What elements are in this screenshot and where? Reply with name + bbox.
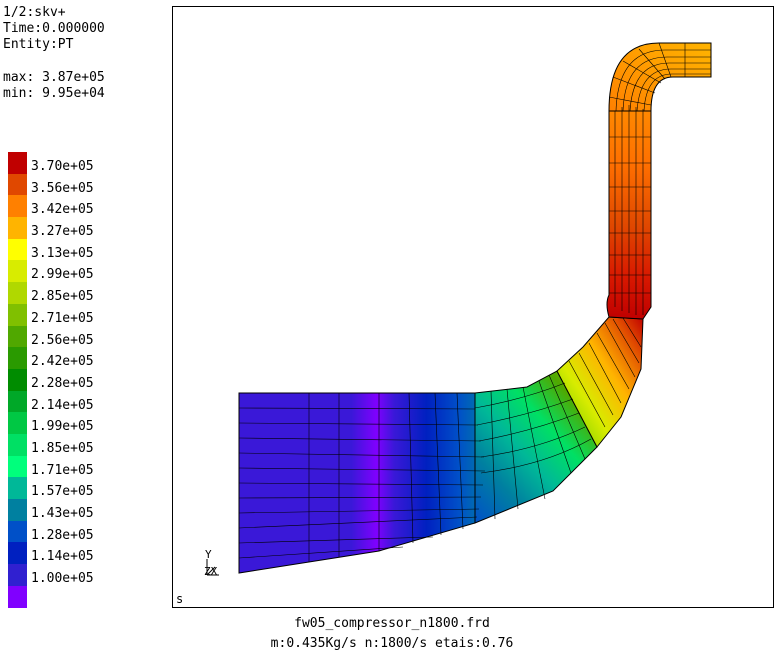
legend-row: 3.56e+05 (8, 173, 138, 196)
legend-value: 2.85e+05 (31, 289, 94, 305)
legend-swatch (8, 260, 27, 283)
min-label: min: 9.95e+04 (3, 86, 105, 101)
axis-triad (206, 559, 219, 576)
legend-swatch (8, 325, 27, 348)
legend-swatch (8, 455, 27, 478)
legend-swatch (8, 520, 27, 543)
viewport-corner-label: s (176, 592, 184, 606)
legend-swatch (8, 433, 27, 456)
elbow-region (608, 42, 712, 112)
legend-swatch (8, 217, 27, 240)
legend-value: 1.99e+05 (31, 419, 94, 435)
legend-swatch (8, 347, 27, 370)
legend-row: 3.27e+05 (8, 217, 138, 240)
legend-swatch (8, 282, 27, 305)
legend-value: 2.99e+05 (31, 267, 94, 283)
legend-value: 2.28e+05 (31, 375, 94, 391)
legend-row: 2.85e+05 (8, 282, 138, 305)
mesh-lines (238, 42, 711, 562)
legend-swatch (8, 477, 27, 500)
legend-row: 1.14e+05 (8, 542, 138, 565)
legend-swatch (8, 542, 27, 565)
legend-row (8, 585, 138, 608)
legend-swatch (8, 390, 27, 413)
legend-swatch (8, 585, 27, 608)
legend-row: 2.14e+05 (8, 390, 138, 413)
legend-value: 3.42e+05 (31, 202, 94, 218)
legend-value: 1.14e+05 (31, 549, 94, 565)
legend-swatch (8, 195, 27, 218)
legend-value: 3.27e+05 (31, 224, 94, 240)
legend-value: 2.42e+05 (31, 354, 94, 370)
bend-region (556, 316, 644, 448)
legend-swatch (8, 238, 27, 261)
legend-row: 1.57e+05 (8, 477, 138, 500)
legend-value: 2.71e+05 (31, 310, 94, 326)
max-label: max: 3.87e+05 (3, 70, 105, 85)
legend-swatch (8, 499, 27, 521)
footer-info-label: m:0.435Kg/s n:1800/s etais:0.76 (270, 636, 514, 651)
legend-row: 3.70e+05 (8, 152, 138, 174)
legend-value: 1.71e+05 (31, 462, 94, 478)
legend-swatch (8, 412, 27, 435)
legend-row: 2.42e+05 (8, 347, 138, 370)
legend-value: 2.56e+05 (31, 332, 94, 348)
legend-value: 1.57e+05 (31, 484, 94, 500)
footer-file-label: fw05_compressor_n1800.frd (294, 616, 490, 631)
entity-label: Entity:PT (3, 37, 74, 52)
model-viewport[interactable]: Y ZX s (172, 6, 774, 608)
time-label: Time:0.000000 (3, 21, 105, 36)
legend-value: 3.13e+05 (31, 245, 94, 261)
legend-swatch (8, 173, 27, 196)
legend-swatch (8, 368, 27, 391)
legend-row: 3.13e+05 (8, 238, 138, 261)
legend-value: 2.14e+05 (31, 397, 94, 413)
legend-row: 3.42e+05 (8, 195, 138, 218)
mesh-plot[interactable] (173, 7, 775, 609)
legend-value: 1.85e+05 (31, 440, 94, 456)
legend-row: 2.99e+05 (8, 260, 138, 283)
legend-row: 2.56e+05 (8, 325, 138, 348)
inlet-region (238, 392, 490, 574)
legend-row: 1.43e+05 (8, 499, 138, 521)
legend-row: 1.00e+05 (8, 564, 138, 587)
color-legend: 3.70e+05 3.56e+05 3.42e+05 3.27e+05 3.13e+05… (8, 152, 138, 608)
legend-value: 1.28e+05 (31, 527, 94, 543)
legend-row: 1.71e+05 (8, 455, 138, 478)
dataset-label: 1/2:skv+ (3, 5, 66, 20)
legend-row: 2.28e+05 (8, 368, 138, 391)
legend-row: 1.99e+05 (8, 412, 138, 435)
legend-swatch (8, 303, 27, 326)
legend-row: 1.28e+05 (8, 520, 138, 543)
axis-zx-label: ZX (204, 565, 218, 578)
legend-value: 1.00e+05 (31, 571, 94, 587)
legend-value: 3.70e+05 (31, 159, 94, 174)
legend-row: 2.71e+05 (8, 303, 138, 326)
axis-y-label: Y (205, 548, 212, 561)
legend-value: 1.43e+05 (31, 506, 94, 521)
legend-row: 1.85e+05 (8, 433, 138, 456)
legend-value: 3.56e+05 (31, 180, 94, 196)
legend-swatch (8, 564, 27, 587)
legend-swatch (8, 152, 27, 174)
